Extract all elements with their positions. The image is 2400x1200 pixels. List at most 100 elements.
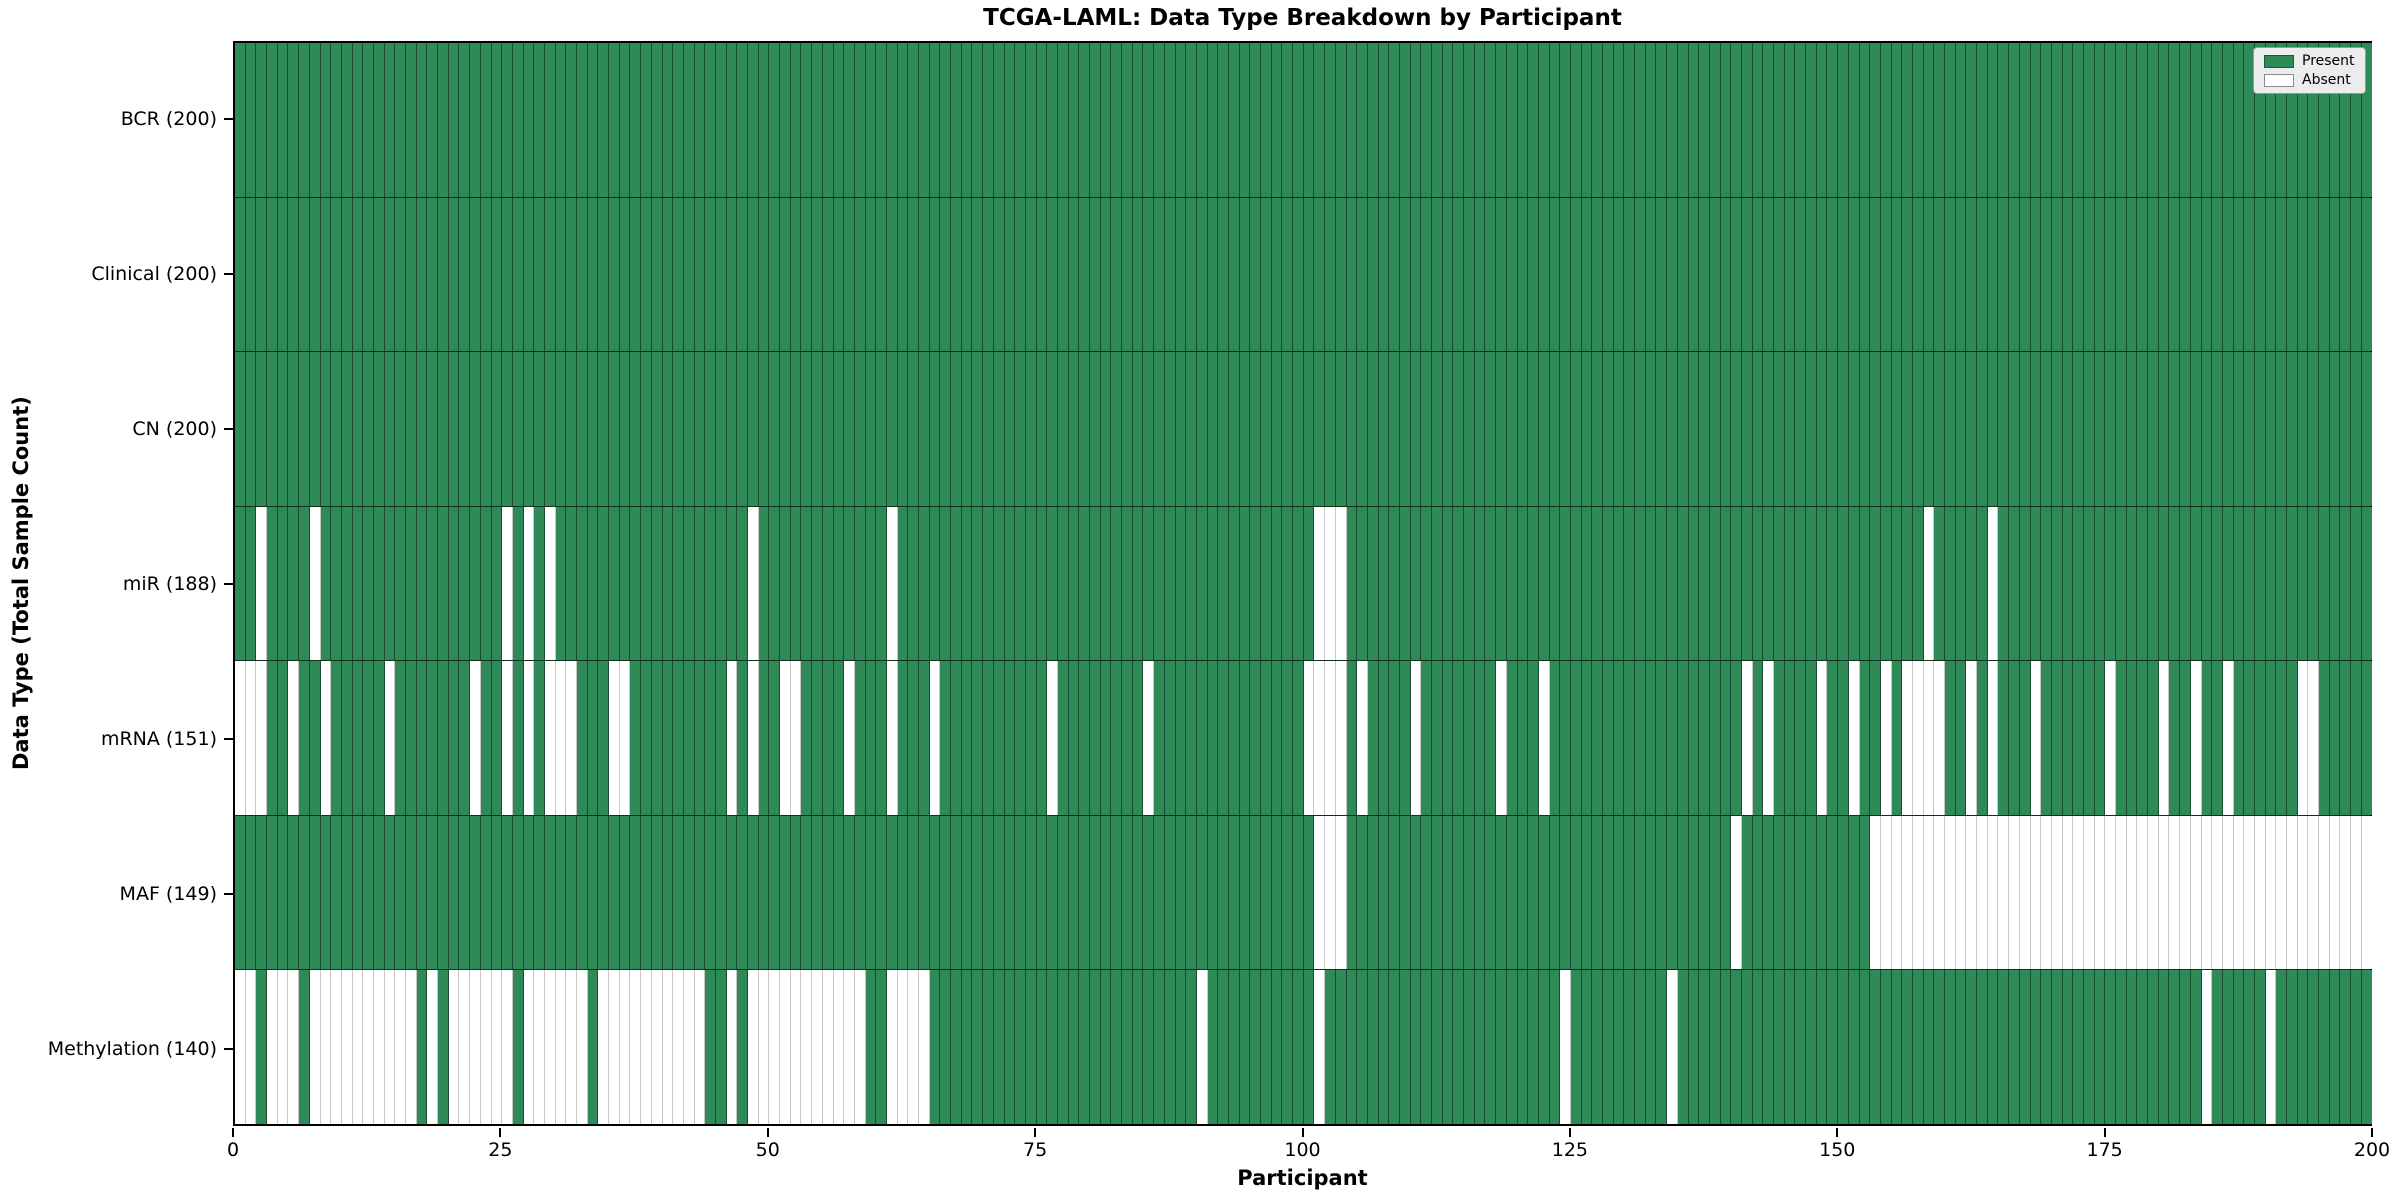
heatmap-cell	[801, 352, 813, 506]
heatmap-cell	[1122, 815, 1133, 970]
heatmap-cell	[972, 197, 984, 352]
heatmap-cell	[331, 506, 342, 661]
heatmap-cell	[1474, 197, 1486, 352]
heatmap-cell	[748, 815, 759, 970]
heatmap-cell	[416, 352, 428, 506]
heatmap-cell	[512, 970, 524, 1125]
y-tick-label-miR: miR (188)	[122, 572, 217, 595]
heatmap-cell	[1538, 506, 1550, 661]
heatmap-cell	[1335, 197, 1347, 352]
heatmap-cell	[352, 197, 364, 352]
heatmap-cell	[256, 661, 268, 815]
heatmap-cell	[1036, 352, 1048, 506]
heatmap-cell	[2254, 352, 2266, 506]
heatmap-cell	[1859, 815, 1871, 970]
legend-present-label: Present	[2302, 53, 2355, 69]
heatmap-cell	[1432, 197, 1443, 352]
heatmap-cell	[2180, 661, 2191, 815]
y-tick-mark	[224, 892, 233, 895]
heatmap-cell	[544, 352, 556, 506]
heatmap-cell	[854, 661, 866, 815]
heatmap-cell	[587, 352, 599, 506]
heatmap-cell	[972, 970, 984, 1125]
heatmap-cell	[1261, 815, 1272, 970]
heatmap-cell	[748, 661, 759, 815]
heatmap-cell	[1057, 352, 1069, 506]
heatmap-cell	[2329, 661, 2341, 815]
heatmap-cell	[566, 970, 577, 1125]
heatmap-cell	[587, 661, 599, 815]
heatmap-cell	[1196, 506, 1208, 661]
heatmap-cell	[1998, 352, 2010, 506]
heatmap-cell	[2265, 197, 2277, 352]
heatmap-cell	[373, 43, 385, 197]
legend-absent-swatch	[2264, 73, 2294, 87]
heatmap-cell	[1335, 352, 1347, 506]
heatmap-cell	[491, 970, 503, 1125]
heatmap-cell	[1880, 815, 1892, 970]
heatmap-cell	[961, 815, 973, 970]
heatmap-cell	[2201, 661, 2213, 815]
heatmap-cell	[1271, 506, 1283, 661]
heatmap-cell	[502, 815, 513, 970]
heatmap-cell	[1122, 970, 1133, 1125]
heatmap-cell	[2244, 661, 2255, 815]
heatmap-cell	[1538, 43, 1550, 197]
heatmap-cell	[1528, 352, 1539, 506]
heatmap-cell	[256, 506, 268, 661]
heatmap-cell	[1261, 970, 1272, 1125]
heatmap-cell	[544, 197, 556, 352]
heatmap-cell	[1410, 815, 1422, 970]
heatmap-cell	[491, 43, 503, 197]
chart-title: TCGA-LAML: Data Type Breakdown by Partic…	[983, 5, 1622, 31]
heatmap-cell	[1357, 815, 1368, 970]
heatmap-cell	[1848, 970, 1860, 1125]
heatmap-cell	[1709, 661, 1721, 815]
heatmap-cell	[2212, 43, 2223, 197]
heatmap-cell	[1603, 352, 1614, 506]
heatmap-cell	[662, 197, 674, 352]
heatmap-cell	[705, 43, 716, 197]
heatmap-cell	[587, 970, 599, 1125]
heatmap-cell	[1421, 661, 1432, 815]
heatmap-cell	[940, 43, 952, 197]
heatmap-cell	[534, 661, 545, 815]
heatmap-cell	[309, 506, 321, 661]
heatmap-cell	[2009, 43, 2020, 197]
heatmap-cell	[940, 815, 952, 970]
heatmap-cell	[983, 661, 994, 815]
heatmap-cell	[769, 661, 781, 815]
heatmap-cell	[544, 506, 556, 661]
heatmap-cell	[373, 661, 385, 815]
heatmap-cell	[1378, 661, 1390, 815]
heatmap-cell	[1496, 43, 1507, 197]
heatmap-cell	[1432, 352, 1443, 506]
heatmap-cell	[1410, 506, 1422, 661]
heatmap-cell	[395, 970, 406, 1125]
heatmap-cell	[1132, 197, 1144, 352]
heatmap-cell	[897, 43, 909, 197]
heatmap-cell	[886, 352, 898, 506]
heatmap-cell	[1859, 352, 1871, 506]
heatmap-cell	[1806, 506, 1817, 661]
heatmap-cell	[1635, 970, 1646, 1125]
heatmap-cell	[406, 970, 417, 1125]
heatmap-cell	[363, 661, 374, 815]
heatmap-cell	[1090, 815, 1101, 970]
heatmap-cell	[1870, 815, 1881, 970]
heatmap-cell	[1870, 506, 1881, 661]
heatmap-cell	[491, 815, 503, 970]
heatmap-cell	[758, 197, 770, 352]
heatmap-cell	[544, 43, 556, 197]
heatmap-cell	[1677, 661, 1689, 815]
heatmap-cell	[1645, 506, 1657, 661]
heatmap-cell	[1325, 506, 1336, 661]
heatmap-cell	[2073, 197, 2084, 352]
heatmap-row-miR	[235, 506, 2372, 662]
heatmap-cell	[961, 970, 973, 1125]
heatmap-cell	[897, 815, 909, 970]
heatmap-cell	[1079, 970, 1090, 1125]
heatmap-cell	[961, 197, 973, 352]
heatmap-cell	[2265, 815, 2277, 970]
heatmap-cell	[1314, 43, 1326, 197]
